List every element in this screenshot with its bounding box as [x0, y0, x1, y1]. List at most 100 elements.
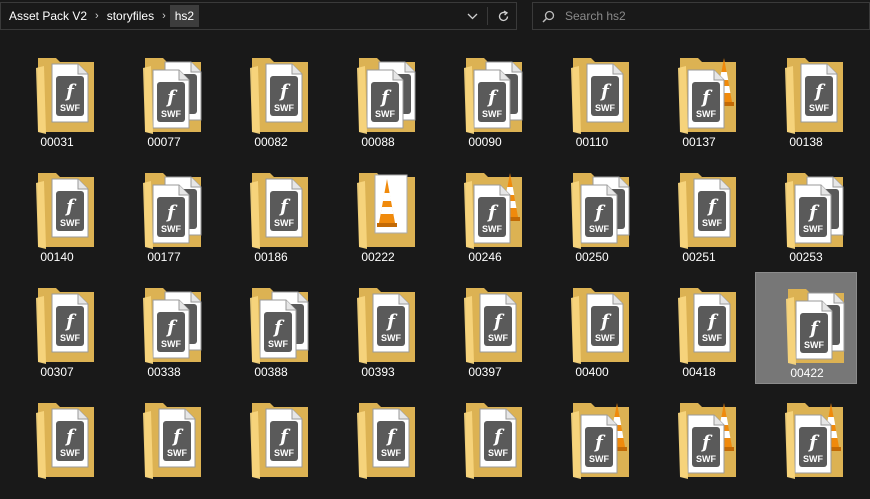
file-item[interactable]: f SWF 00251: [648, 157, 750, 269]
chevron-down-icon[interactable]: [459, 3, 485, 29]
swf-label: SWF: [274, 103, 294, 113]
file-item[interactable]: f SWF: [327, 387, 429, 499]
file-name: 00177: [147, 250, 181, 264]
swf-folder-icon: f SWF: [32, 397, 102, 483]
chevron-right-icon[interactable]: ›: [95, 10, 99, 22]
swf-folder-icon: f SWF: [32, 282, 102, 368]
address-tools: [459, 3, 516, 29]
breadcrumb-item-storyfiles[interactable]: storyfiles: [106, 9, 155, 23]
file-item[interactable]: f SWF 00246: [434, 157, 536, 269]
swf-folder-icon: f SWF: [781, 167, 851, 253]
swf-label: SWF: [488, 333, 508, 343]
file-grid: f SWF 00031 f SWF 00077 f SWF 00082 f SWF 00088 f SWF…: [0, 40, 870, 479]
refresh-icon[interactable]: [490, 3, 516, 29]
swf-folder-icon: f SWF: [139, 167, 209, 253]
swf-folder-icon: f SWF: [782, 283, 852, 369]
swf-label: SWF: [60, 333, 80, 343]
file-item[interactable]: f SWF 00090: [434, 42, 536, 154]
swf-vlc-folder-icon: f SWF: [781, 397, 851, 483]
swf-folder-icon: f SWF: [353, 282, 423, 368]
swf-folder-icon: f SWF: [246, 52, 316, 138]
swf-vlc-folder-icon: f SWF: [674, 52, 744, 138]
address-bar[interactable]: Asset Pack V2 › storyfiles › hs2: [0, 2, 517, 30]
file-item[interactable]: f SWF 00418: [648, 272, 750, 384]
file-name: 00090: [468, 135, 502, 149]
search-icon: [533, 10, 563, 23]
swf-label: SWF: [809, 103, 829, 113]
swf-label: SWF: [375, 109, 395, 119]
file-item[interactable]: f SWF: [648, 387, 750, 499]
swf-folder-icon: f SWF: [567, 282, 637, 368]
swf-folder-icon: f SWF: [460, 52, 530, 138]
file-item[interactable]: f SWF 00338: [113, 272, 215, 384]
file-item[interactable]: f SWF 00082: [220, 42, 322, 154]
swf-folder-icon: f SWF: [567, 52, 637, 138]
file-item[interactable]: f SWF 00031: [6, 42, 108, 154]
file-name: 00082: [254, 135, 288, 149]
file-item[interactable]: f SWF 00137: [648, 42, 750, 154]
swf-folder-icon: f SWF: [781, 52, 851, 138]
file-item[interactable]: f SWF: [6, 387, 108, 499]
file-name: 00140: [40, 250, 74, 264]
file-item[interactable]: f SWF: [541, 387, 643, 499]
vlc-cone-icon: [377, 179, 397, 227]
file-item[interactable]: f SWF 00397: [434, 272, 536, 384]
file-name: 00077: [147, 135, 181, 149]
swf-label: SWF: [60, 448, 80, 458]
file-name: 00088: [361, 135, 395, 149]
swf-label: SWF: [803, 454, 823, 464]
file-item[interactable]: f SWF 00077: [113, 42, 215, 154]
file-item[interactable]: f SWF: [434, 387, 536, 499]
swf-label: SWF: [60, 218, 80, 228]
breadcrumb-item-hs2[interactable]: hs2: [169, 5, 200, 27]
swf-label: SWF: [696, 109, 716, 119]
file-item[interactable]: f SWF 00307: [6, 272, 108, 384]
file-item[interactable]: 00222: [327, 157, 429, 269]
file-name: 00250: [575, 250, 609, 264]
swf-label: SWF: [702, 333, 722, 343]
search-box[interactable]: [532, 2, 870, 30]
file-item[interactable]: f SWF: [113, 387, 215, 499]
file-name: 00137: [682, 135, 716, 149]
swf-folder-icon: f SWF: [567, 167, 637, 253]
swf-folder-icon: f SWF: [139, 397, 209, 483]
swf-folder-icon: f SWF: [460, 397, 530, 483]
swf-label: SWF: [161, 224, 181, 234]
chevron-right-icon[interactable]: ›: [162, 10, 166, 22]
file-item[interactable]: f SWF 00186: [220, 157, 322, 269]
swf-label: SWF: [595, 103, 615, 113]
file-name: 00422: [790, 366, 824, 380]
swf-folder-icon: f SWF: [353, 52, 423, 138]
search-input[interactable]: [563, 8, 847, 24]
swf-label: SWF: [60, 103, 80, 113]
file-name: 00138: [789, 135, 823, 149]
file-item[interactable]: f SWF 00110: [541, 42, 643, 154]
file-name: 00186: [254, 250, 288, 264]
swf-label: SWF: [381, 333, 401, 343]
swf-folder-icon: f SWF: [246, 397, 316, 483]
swf-label: SWF: [161, 339, 181, 349]
file-item[interactable]: f SWF 00393: [327, 272, 429, 384]
breadcrumb-item-asset-pack[interactable]: Asset Pack V2: [9, 9, 88, 23]
swf-folder-icon: f SWF: [246, 167, 316, 253]
file-item[interactable]: f SWF 00422: [755, 272, 857, 384]
file-item[interactable]: f SWF 00088: [327, 42, 429, 154]
swf-folder-icon: f SWF: [32, 52, 102, 138]
file-item[interactable]: f SWF 00400: [541, 272, 643, 384]
file-name: 00031: [40, 135, 74, 149]
file-item[interactable]: f SWF: [220, 387, 322, 499]
swf-folder-icon: f SWF: [353, 397, 423, 483]
file-name: 00400: [575, 365, 609, 379]
file-item[interactable]: f SWF 00177: [113, 157, 215, 269]
file-item[interactable]: f SWF 00250: [541, 157, 643, 269]
file-item[interactable]: f SWF 00253: [755, 157, 857, 269]
file-item[interactable]: f SWF 00388: [220, 272, 322, 384]
swf-label: SWF: [268, 339, 288, 349]
file-name: 00253: [789, 250, 823, 264]
file-name: 00397: [468, 365, 502, 379]
swf-folder-icon: f SWF: [674, 282, 744, 368]
file-item[interactable]: f SWF: [755, 387, 857, 499]
file-item[interactable]: f SWF 00140: [6, 157, 108, 269]
file-item[interactable]: f SWF 00138: [755, 42, 857, 154]
swf-label: SWF: [696, 454, 716, 464]
